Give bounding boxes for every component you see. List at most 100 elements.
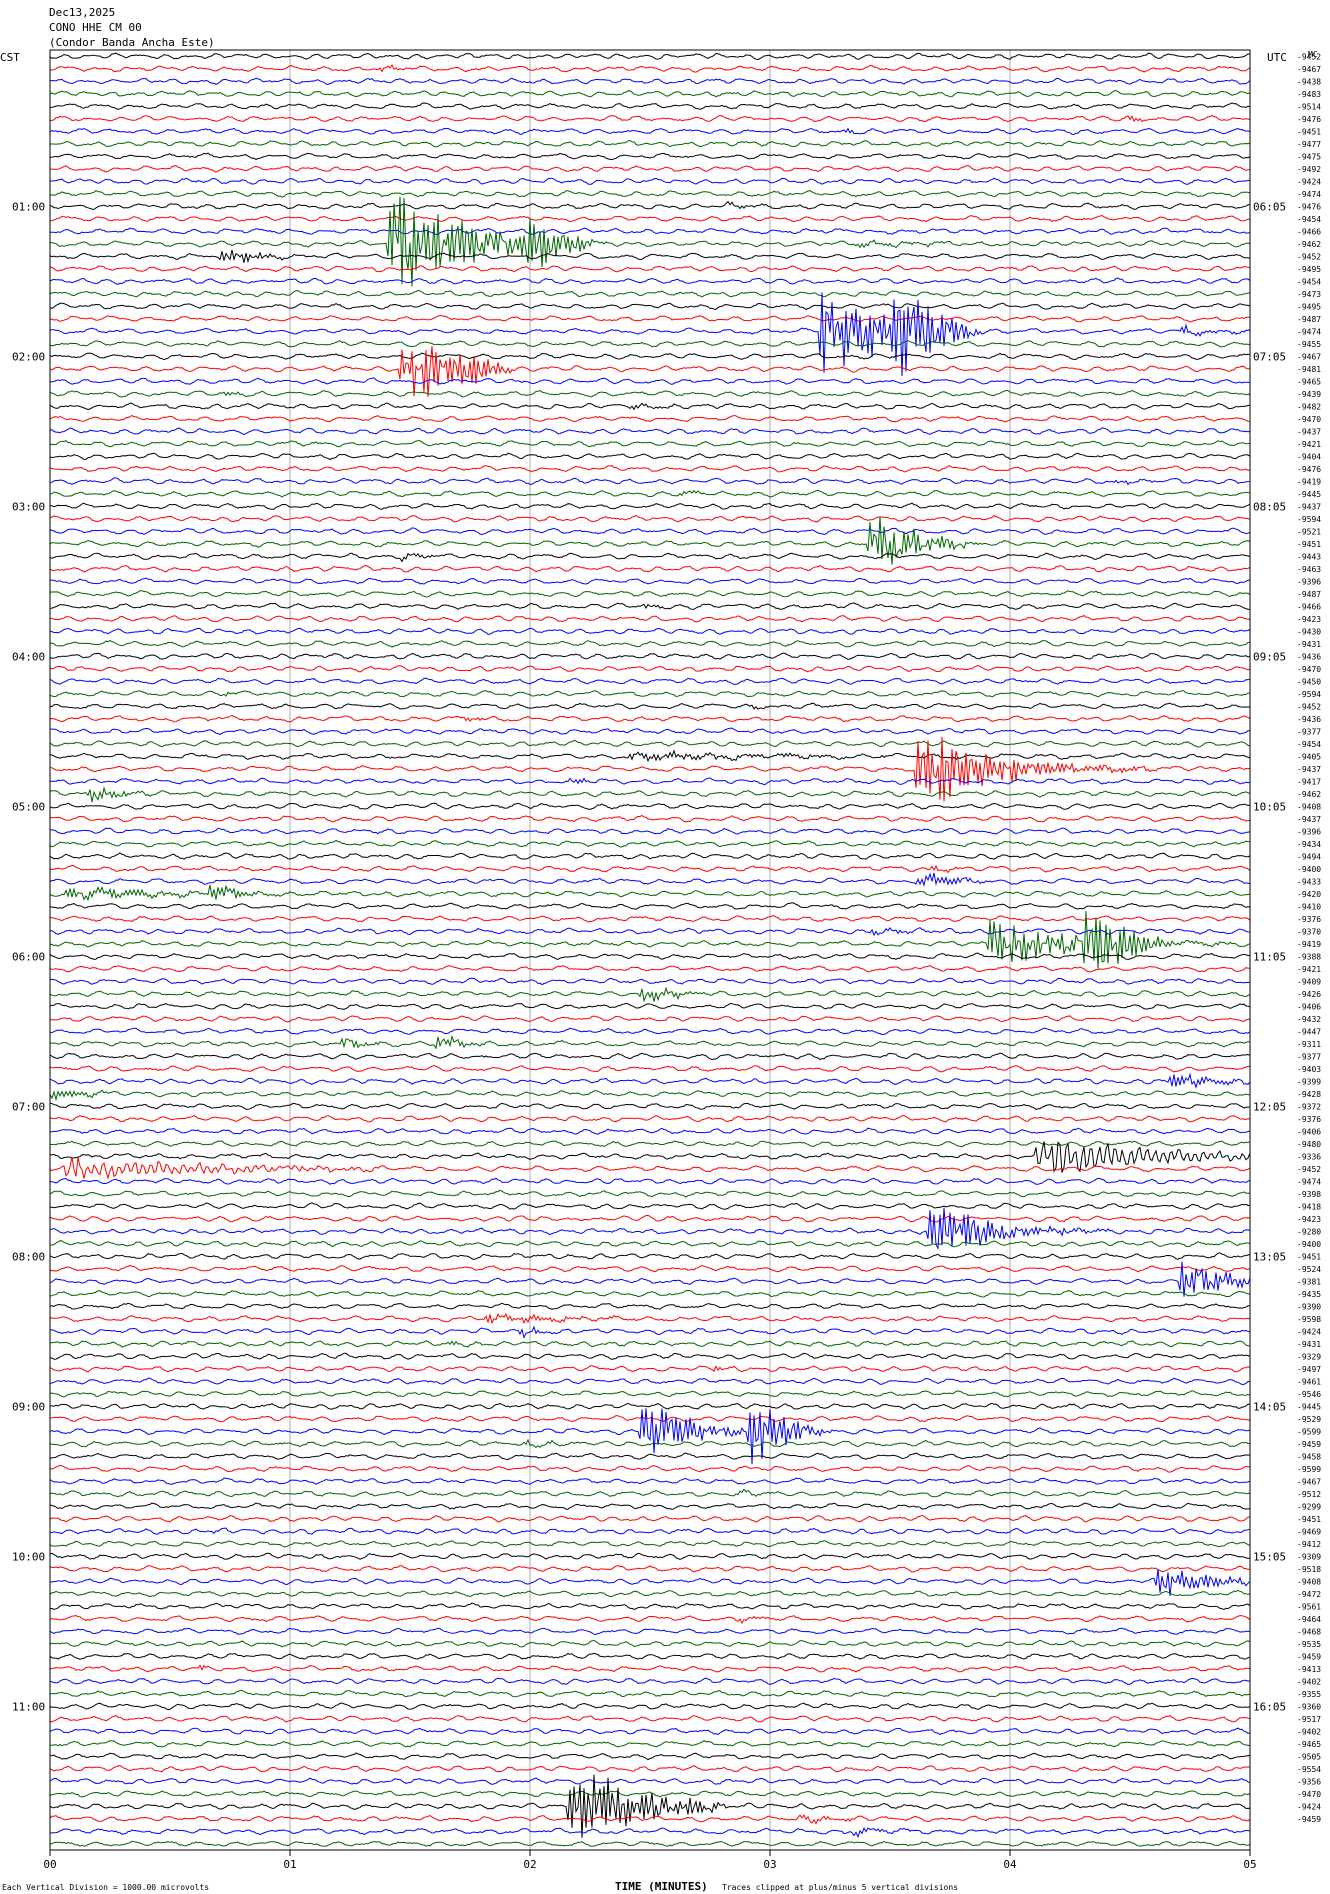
row-mean-label: -9377 bbox=[1297, 1052, 1321, 1061]
trace-row bbox=[49, 986, 1251, 1003]
trace-row bbox=[49, 340, 1251, 348]
row-mean-label: -9561 bbox=[1297, 1602, 1321, 1611]
trace-row bbox=[49, 652, 1251, 660]
row-mean-label: -9458 bbox=[1297, 1452, 1321, 1461]
row-mean-label: -9495 bbox=[1297, 302, 1321, 311]
row-mean-label: -9459 bbox=[1297, 1815, 1321, 1824]
row-mean-label: -9410 bbox=[1297, 902, 1321, 911]
row-mean-label: -9376 bbox=[1297, 915, 1321, 924]
minute-grid bbox=[289, 50, 1011, 1850]
trace-row bbox=[49, 516, 1251, 565]
trace-row bbox=[50, 702, 1251, 710]
trace-row bbox=[49, 1702, 1251, 1711]
trace-row bbox=[49, 1502, 1251, 1510]
row-mean-label: -9480 bbox=[1297, 1140, 1321, 1149]
trace-row bbox=[49, 1652, 1251, 1660]
trace-row bbox=[49, 814, 1251, 823]
row-mean-label: -9598 bbox=[1297, 1315, 1321, 1324]
row-mean-label: -9454 bbox=[1297, 740, 1321, 749]
right-hour-label: 16:05 bbox=[1253, 1700, 1286, 1713]
row-mean-label: -9454 bbox=[1297, 277, 1321, 286]
trace-row bbox=[49, 249, 1251, 264]
trace-row bbox=[49, 902, 1251, 910]
trace-row bbox=[49, 102, 1251, 111]
right-hour-label: 06:05 bbox=[1253, 200, 1286, 213]
row-mean-label: -9431 bbox=[1297, 1340, 1321, 1349]
trace-row bbox=[49, 402, 1251, 411]
row-mean-label: -9462 bbox=[1297, 240, 1321, 249]
trace-row bbox=[49, 1072, 1251, 1089]
row-mean-label: -9517 bbox=[1297, 1715, 1321, 1724]
row-mean-label: -9436 bbox=[1297, 652, 1321, 661]
trace-row bbox=[49, 427, 1251, 436]
row-mean-label: -9494 bbox=[1297, 852, 1321, 861]
trace-row bbox=[49, 884, 1251, 902]
trace-row bbox=[49, 690, 1251, 698]
trace-row bbox=[49, 1664, 1251, 1673]
trace-row bbox=[49, 214, 1251, 223]
row-mean-label: -9461 bbox=[1297, 1377, 1321, 1386]
trace-row bbox=[49, 1569, 1251, 1597]
trace-row bbox=[49, 277, 1251, 285]
row-mean-label: -9381 bbox=[1297, 1277, 1321, 1286]
trace-row bbox=[49, 1252, 1251, 1261]
trace-row bbox=[49, 639, 1250, 648]
date-label: Dec13,2025 bbox=[49, 6, 115, 19]
trace-row bbox=[49, 265, 1250, 273]
trace-row bbox=[49, 1589, 1251, 1598]
trace-row bbox=[49, 714, 1251, 723]
trace-row bbox=[49, 1540, 1251, 1548]
trace-row bbox=[49, 1214, 1251, 1223]
trace-row bbox=[49, 1765, 1251, 1773]
trace-row bbox=[49, 114, 1251, 123]
row-mean-label: -9418 bbox=[1297, 1202, 1321, 1211]
x-axis-ticks: 00 01 02 03 04 05 bbox=[43, 1850, 1257, 1871]
x-tick-label: 05 bbox=[1243, 1858, 1256, 1871]
row-mean-label: -9439 bbox=[1297, 390, 1321, 399]
row-mean-label: -9376 bbox=[1297, 1115, 1321, 1124]
row-mean-label: -9413 bbox=[1297, 1665, 1321, 1674]
trace-row bbox=[49, 196, 1251, 287]
row-mean-label: -9599 bbox=[1297, 1427, 1321, 1436]
trace-row bbox=[49, 489, 1251, 498]
row-mean-label: -9406 bbox=[1297, 1002, 1321, 1011]
row-mean-label: -9469 bbox=[1297, 1527, 1321, 1536]
trace-row bbox=[49, 63, 1251, 73]
trace-row bbox=[49, 190, 1251, 198]
trace-row bbox=[49, 1015, 1251, 1023]
row-mean-label: -9474 bbox=[1297, 190, 1321, 199]
trace-row bbox=[49, 1189, 1251, 1198]
trace-row bbox=[50, 1127, 1251, 1135]
trace-row bbox=[49, 736, 1251, 802]
row-mean-label: -9475 bbox=[1297, 152, 1321, 161]
left-timezone-label: CST bbox=[0, 51, 20, 64]
row-mean-label: -9309 bbox=[1297, 1552, 1321, 1561]
trace-row bbox=[49, 911, 1251, 969]
row-mean-label: -9518 bbox=[1297, 1565, 1321, 1574]
row-mean-label: -9402 bbox=[1297, 1727, 1321, 1736]
trace-row bbox=[49, 1814, 1251, 1825]
trace-row bbox=[49, 1614, 1251, 1625]
row-mean-label: -9408 bbox=[1297, 1577, 1321, 1586]
right-hour-label: 08:05 bbox=[1253, 500, 1286, 513]
row-mean-label: -9356 bbox=[1297, 1777, 1321, 1786]
row-mean-label: -9426 bbox=[1297, 990, 1321, 999]
row-mean-label: -9428 bbox=[1297, 1090, 1321, 1099]
row-mean-label: -9419 bbox=[1297, 940, 1321, 949]
row-mean-label: -9370 bbox=[1297, 927, 1321, 936]
row-mean-label: -9438 bbox=[1297, 77, 1321, 86]
row-mean-label: -9451 bbox=[1297, 540, 1321, 549]
trace-row bbox=[49, 615, 1251, 623]
row-mean-label: -9487 bbox=[1297, 315, 1321, 324]
trace-row bbox=[49, 1627, 1251, 1635]
trace-row bbox=[49, 1289, 1251, 1298]
trace-row bbox=[50, 177, 1251, 185]
row-mean-label: -9409 bbox=[1297, 977, 1321, 986]
row-mean-label: -9424 bbox=[1297, 1802, 1321, 1811]
trace-row bbox=[49, 1477, 1251, 1485]
row-mean-label: -9404 bbox=[1297, 452, 1321, 461]
trace-row bbox=[49, 200, 1251, 210]
trace-row bbox=[49, 1602, 1251, 1611]
row-mean-label: -9452 bbox=[1297, 252, 1321, 261]
trace-row bbox=[49, 1302, 1250, 1310]
